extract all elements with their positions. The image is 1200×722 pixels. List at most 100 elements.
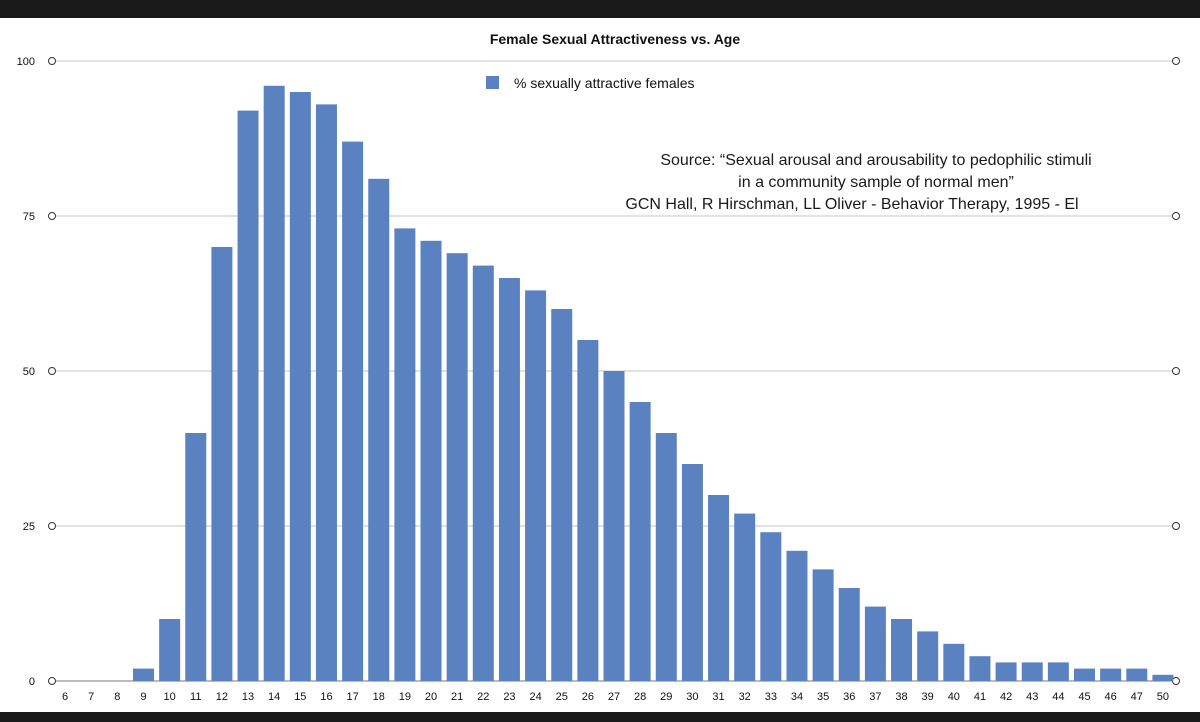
bar-age-30	[681, 464, 703, 681]
x-tick-label: 6	[62, 691, 68, 703]
x-tick-label: 7	[88, 691, 94, 703]
x-tick-label: 33	[765, 691, 777, 703]
source-annotation: Source: “Sexual arousal and arousability…	[625, 152, 1091, 213]
x-tick-label: 21	[451, 691, 463, 703]
bar-age-46	[1100, 668, 1122, 681]
bar-age-43	[1021, 662, 1043, 681]
x-tick-label: 18	[373, 691, 385, 703]
y-axis-tick-labels: 0 25 50 75 100	[17, 56, 35, 688]
gridline-endpoint	[1172, 212, 1180, 220]
bar-age-29	[655, 433, 677, 681]
bar-age-19	[394, 228, 416, 681]
bar-age-20	[420, 240, 442, 682]
gridline-endpoint	[48, 57, 56, 65]
x-tick-label: 12	[216, 691, 228, 703]
x-axis-tick-labels: 6 7 8 9 10 11 12 13 14 15 16 17 18 19 20 21 22 23 24 25 26 27…	[62, 691, 1169, 703]
bar-age-11	[185, 433, 207, 681]
bar-age-36	[838, 588, 860, 681]
x-tick-label: 27	[608, 691, 620, 703]
bar-age-27	[603, 371, 625, 681]
x-tick-label: 37	[869, 691, 881, 703]
annotation-line-1: Source: “Sexual arousal and arousability…	[660, 152, 1091, 169]
bar-age-32	[734, 513, 756, 681]
chart-background	[0, 18, 1200, 712]
x-tick-label: 44	[1052, 691, 1064, 703]
x-tick-label: 20	[425, 691, 437, 703]
gridline-endpoint	[1172, 367, 1180, 375]
bar-age-31	[708, 495, 730, 681]
x-tick-label: 23	[503, 691, 515, 703]
bar-age-21	[446, 253, 468, 681]
x-tick-label: 46	[1105, 691, 1117, 703]
x-tick-label: 28	[634, 691, 646, 703]
x-tick-label: 26	[582, 691, 594, 703]
bar-age-26	[577, 340, 599, 681]
gridline-endpoint	[1172, 57, 1180, 65]
bar-age-12	[211, 247, 233, 681]
x-tick-label: 43	[1026, 691, 1038, 703]
bar-age-10	[159, 619, 181, 681]
x-tick-label: 47	[1131, 691, 1143, 703]
y-tick-label: 100	[17, 56, 35, 68]
bar-age-9	[132, 668, 154, 681]
bar-age-18	[368, 178, 390, 682]
bar-age-50	[1152, 674, 1174, 681]
x-tick-label: 17	[346, 691, 358, 703]
bar-age-47	[1126, 668, 1148, 681]
gridline-endpoint	[48, 367, 56, 375]
x-tick-label: 34	[791, 691, 803, 703]
bar-age-35	[812, 569, 834, 681]
bar-age-33	[760, 532, 782, 681]
bar-age-44	[1047, 662, 1069, 681]
bars	[132, 85, 1174, 682]
bar-age-34	[786, 550, 808, 681]
bar-age-14	[263, 85, 285, 682]
bar-age-42	[995, 662, 1017, 681]
x-tick-label: 9	[140, 691, 146, 703]
bar-age-37	[864, 606, 886, 681]
bar-age-17	[342, 141, 364, 682]
x-tick-label: 30	[686, 691, 698, 703]
y-tick-label: 25	[23, 521, 35, 533]
bar-age-41	[969, 656, 991, 681]
chart-title: Female Sexual Attractiveness vs. Age	[490, 31, 741, 47]
x-tick-label: 8	[114, 691, 120, 703]
gridline-endpoint	[1172, 522, 1180, 530]
bar-age-22	[472, 265, 494, 681]
x-tick-label: 32	[739, 691, 751, 703]
x-tick-label: 35	[817, 691, 829, 703]
x-tick-label: 45	[1078, 691, 1090, 703]
bar-age-28	[629, 402, 651, 681]
x-tick-label: 15	[294, 691, 306, 703]
x-tick-label: 11	[190, 691, 201, 703]
gridline-endpoint	[48, 212, 56, 220]
x-tick-label: 41	[974, 691, 986, 703]
x-tick-label: 29	[660, 691, 672, 703]
bar-age-13	[237, 110, 259, 682]
bar-age-38	[891, 619, 913, 681]
y-tick-label: 50	[23, 366, 35, 378]
legend-swatch	[486, 76, 499, 89]
legend-label: % sexually attractive females	[514, 75, 695, 91]
bar-age-16	[315, 104, 337, 681]
bar-age-45	[1074, 668, 1096, 681]
bar-age-39	[917, 631, 939, 681]
annotation-line-3: GCN Hall, R Hirschman, LL Oliver - Behav…	[625, 196, 1078, 213]
bar-age-24	[525, 290, 547, 681]
x-tick-label: 25	[556, 691, 568, 703]
x-tick-label: 31	[712, 691, 724, 703]
x-tick-label: 19	[399, 691, 411, 703]
x-tick-label: 24	[529, 691, 541, 703]
gridline-endpoint	[48, 677, 56, 685]
x-tick-label: 38	[895, 691, 907, 703]
x-tick-label: 13	[242, 691, 254, 703]
bar-age-23	[498, 278, 520, 681]
annotation-line-2: in a community sample of normal men”	[738, 174, 1014, 191]
bar-age-40	[943, 643, 965, 681]
x-tick-label: 10	[164, 691, 176, 703]
x-tick-label: 50	[1157, 691, 1169, 703]
x-tick-label: 39	[922, 691, 934, 703]
bar-age-15	[289, 92, 311, 681]
x-tick-label: 40	[948, 691, 960, 703]
